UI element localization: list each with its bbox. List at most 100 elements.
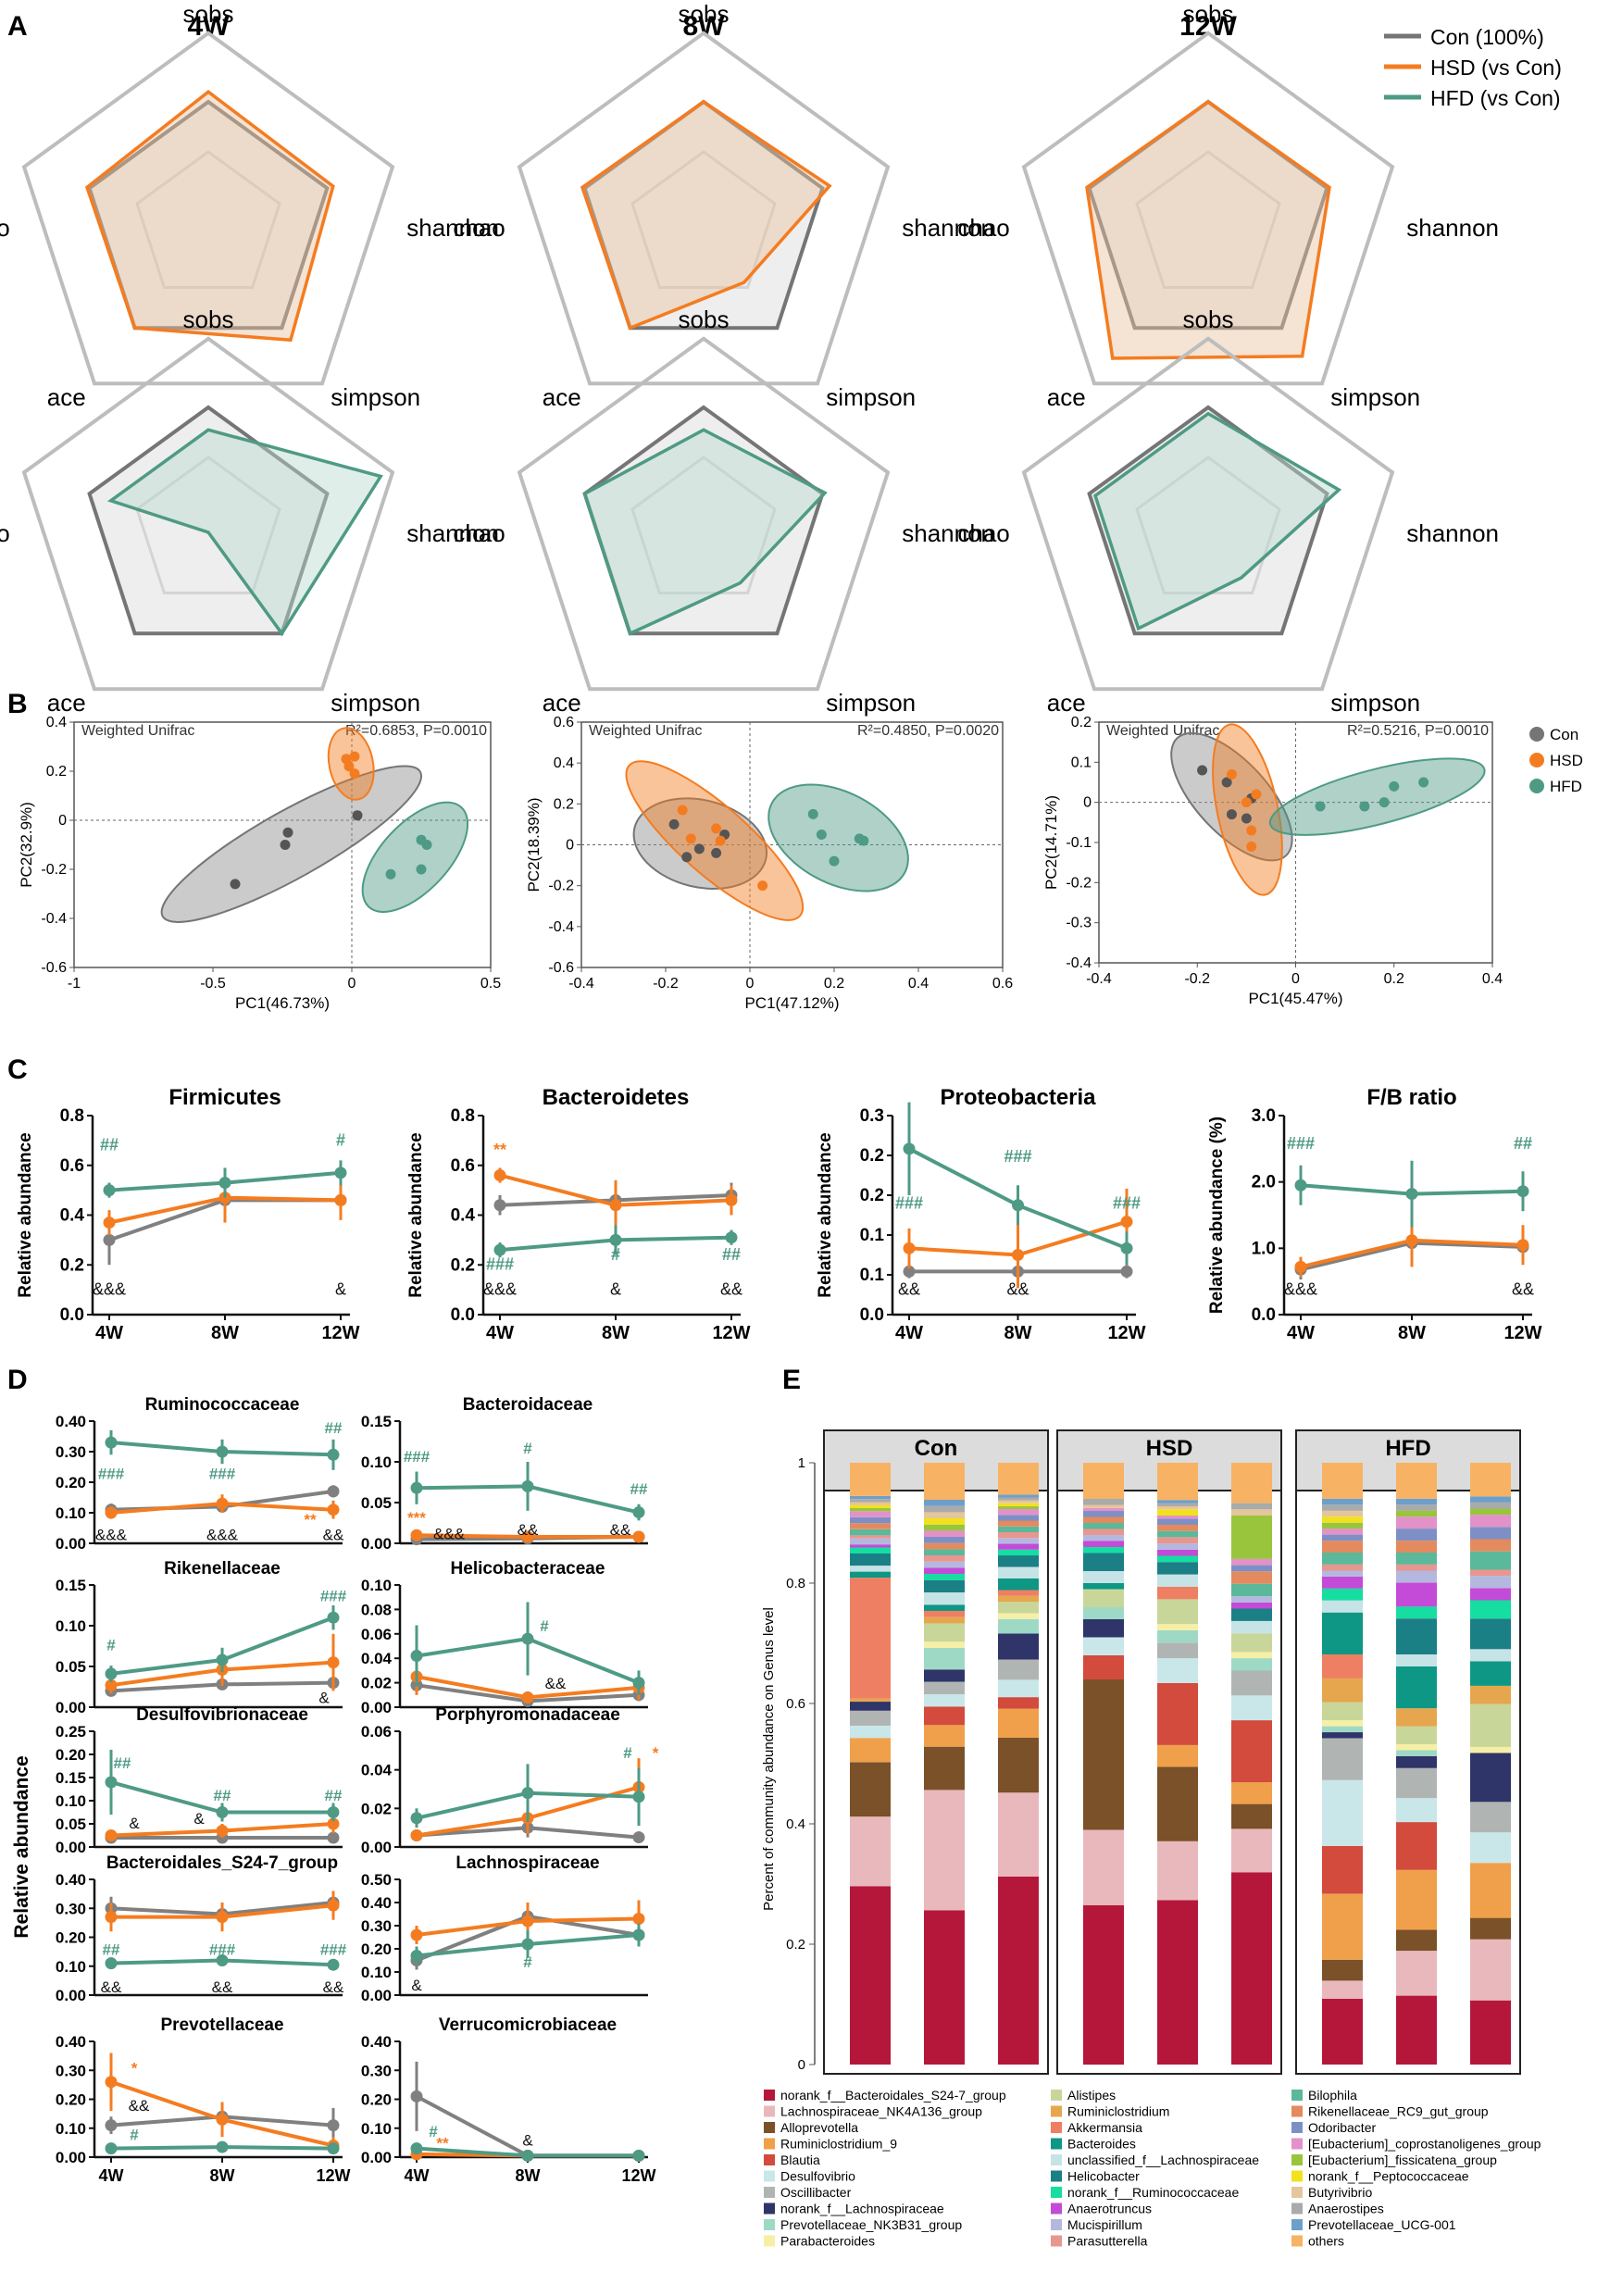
stack-segment bbox=[1396, 1744, 1437, 1751]
stack-segment bbox=[1322, 1702, 1363, 1721]
radar-axis-label: chao bbox=[453, 519, 505, 547]
stack-segment bbox=[850, 1566, 891, 1572]
chart-ytick-label: 0.00 bbox=[56, 1987, 86, 2004]
stack-segment bbox=[1157, 1658, 1198, 1683]
stack-segment bbox=[998, 1497, 1039, 1501]
stack-segment bbox=[1470, 1463, 1511, 1497]
chart-xtick-label: 8W bbox=[516, 2166, 541, 2185]
chart-title: Lachnospiraceae bbox=[455, 1853, 599, 1873]
stack-segment bbox=[1231, 1782, 1272, 1804]
stack-segment bbox=[998, 1876, 1039, 2065]
pcoa-point-con bbox=[668, 818, 680, 830]
genus-legend-label: Alistipes bbox=[1067, 2088, 1116, 2103]
genus-legend-swatch bbox=[764, 2154, 775, 2165]
pcoa-legend-dot-hsd bbox=[1529, 753, 1544, 767]
stack-segment bbox=[1083, 1655, 1124, 1679]
stack-ytick-label: 1 bbox=[798, 1455, 805, 1471]
stack-segment bbox=[1157, 1543, 1198, 1550]
pcoa-ytick-label: 0.4 bbox=[46, 715, 67, 730]
stack-segment bbox=[1157, 1562, 1198, 1575]
stack-segment bbox=[998, 1503, 1039, 1506]
radar-axis-label: shannon bbox=[902, 214, 994, 242]
pcoa-legend-label-con: Con bbox=[1550, 726, 1578, 743]
stack-segment bbox=[1322, 1588, 1363, 1601]
stack-segment bbox=[924, 1518, 965, 1525]
radar-inner-ring bbox=[135, 455, 281, 594]
stack-segment bbox=[1470, 1746, 1511, 1753]
significance-mark: # bbox=[623, 1744, 632, 1762]
radar-time-label: 8W bbox=[683, 11, 726, 42]
stack-segment bbox=[924, 1574, 965, 1580]
stack-segment bbox=[1157, 1530, 1198, 1538]
stack-segment bbox=[1396, 1529, 1437, 1541]
radar-axis-label: sobs bbox=[183, 306, 234, 333]
series-point-hsd bbox=[327, 1504, 340, 1516]
chart-xtick-label: 8W bbox=[1004, 1323, 1032, 1343]
genus-legend-label: Lachnospiraceae_NK4A136_group bbox=[780, 2104, 982, 2119]
significance-mark: # bbox=[523, 1440, 532, 1457]
significance-mark: ### bbox=[98, 1466, 125, 1483]
significance-mark: ### bbox=[1004, 1147, 1031, 1166]
pcoa-xtick-label: 0.5 bbox=[480, 976, 501, 992]
radar-hsd-polygon bbox=[84, 89, 335, 343]
genus-legend-label: Parasutterella bbox=[1067, 2234, 1148, 2249]
pcoa-point-hsd bbox=[343, 761, 355, 772]
stack-segment bbox=[1322, 1732, 1363, 1739]
chart-ytick-label: 0.6 bbox=[60, 1156, 84, 1176]
stack-segment bbox=[1396, 1929, 1437, 1952]
stack-segment bbox=[998, 1613, 1039, 1619]
stack-segment bbox=[1322, 1654, 1363, 1678]
stack-segment bbox=[850, 1538, 891, 1545]
stack-segment bbox=[1470, 1703, 1511, 1747]
significance-mark: ## bbox=[325, 1419, 343, 1437]
stack-segment bbox=[1322, 1998, 1363, 2065]
chart-ytick-label: 0.02 bbox=[361, 1675, 392, 1692]
stack-segment bbox=[1396, 1750, 1437, 1756]
pcoa-point-con bbox=[352, 810, 363, 821]
stack-segment bbox=[850, 1463, 891, 1496]
stack-segment bbox=[1396, 1869, 1437, 1930]
series-point-hfd bbox=[632, 1506, 645, 1519]
series-point-hfd bbox=[327, 1806, 340, 1818]
chart-ytick-label: 0.4 bbox=[60, 1206, 85, 1226]
stack-segment bbox=[1396, 1822, 1437, 1870]
stack-segment bbox=[1083, 1607, 1124, 1619]
chart-ytick-label: 0.3 bbox=[860, 1106, 884, 1126]
chart-ytick-label: 0.2 bbox=[860, 1146, 884, 1166]
series-point-hsd bbox=[105, 1678, 118, 1691]
stack-segment bbox=[998, 1697, 1039, 1709]
legend-label-hsd: HSD (vs Con) bbox=[1430, 56, 1562, 80]
genus-legend-swatch bbox=[1051, 2154, 1062, 2165]
significance-mark: ## bbox=[114, 1754, 131, 1772]
series-point-hfd bbox=[632, 1791, 645, 1803]
chart-ytick-label: 0.10 bbox=[56, 1958, 86, 1976]
chart-ytick-label: 0.04 bbox=[361, 1762, 393, 1779]
legend-label-con: Con (100%) bbox=[1430, 25, 1544, 49]
stack-segment bbox=[1396, 1726, 1437, 1744]
radar-axis-label: chao bbox=[453, 214, 505, 242]
significance-mark: ## bbox=[325, 1787, 343, 1804]
genus-legend-swatch bbox=[764, 2170, 775, 2182]
pcoa-point-hsd bbox=[685, 833, 696, 844]
pcoa-point-hfd bbox=[1359, 801, 1370, 812]
significance-mark: && bbox=[898, 1280, 920, 1299]
chart-title: Bacteroidetes bbox=[543, 1085, 690, 1110]
stack-segment bbox=[1322, 1516, 1363, 1523]
stack-segment bbox=[1157, 1549, 1198, 1556]
genus-legend-label: Mucispirillum bbox=[1067, 2217, 1142, 2232]
chart-xtick-label: 4W bbox=[486, 1323, 514, 1343]
series-point-con bbox=[327, 2119, 340, 2132]
series-point-hfd bbox=[521, 1787, 534, 1800]
genus-legend-label: norank_f__Ruminococcaceae bbox=[1067, 2185, 1239, 2200]
chart-ytick-label: 0.4 bbox=[451, 1206, 476, 1226]
genus-legend-label: Prevotellaceae_UCG-001 bbox=[1308, 2217, 1456, 2232]
stack-segment bbox=[924, 1746, 965, 1791]
panel-label-a: A bbox=[7, 11, 28, 42]
radar-hsd-polygon bbox=[580, 99, 832, 331]
significance-mark: *** bbox=[407, 1509, 426, 1527]
stack-segment bbox=[1396, 1504, 1437, 1511]
chart-ytick-label: 0.1 bbox=[860, 1226, 885, 1245]
chart-ytick-label: 0.40 bbox=[56, 1871, 86, 1889]
stack-segment bbox=[1231, 1571, 1272, 1584]
chart-title: Bacteroidales_S24-7_group bbox=[106, 1853, 338, 1873]
